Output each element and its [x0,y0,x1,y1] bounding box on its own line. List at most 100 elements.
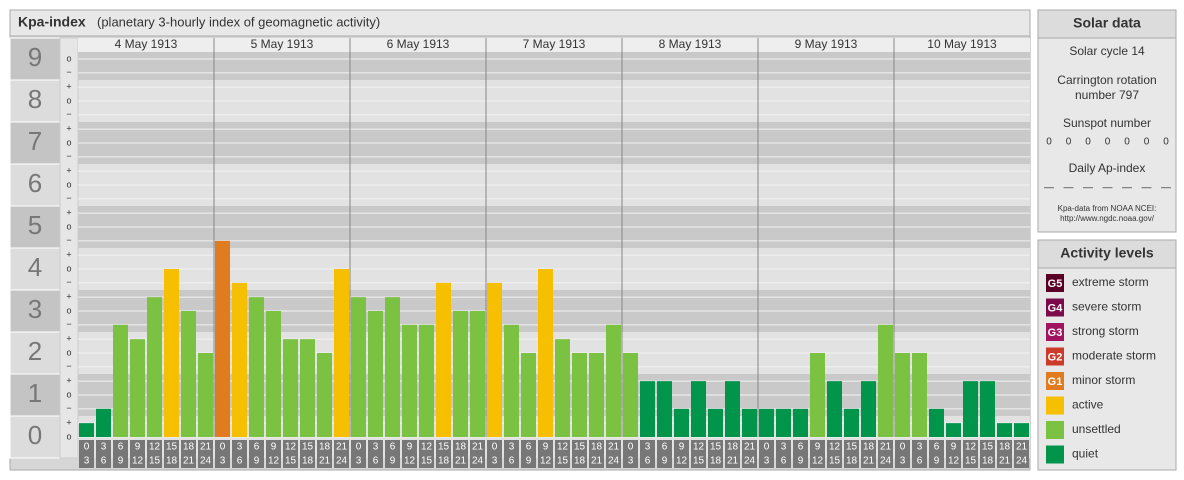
bar [793,408,808,437]
time-slot-to: 3 [492,456,498,467]
time-slot-from: 21 [336,442,348,453]
level-name: active [1072,398,1104,412]
time-slot [878,440,893,468]
time-slot-from: 0 [220,442,226,453]
time-slot [674,440,689,468]
bar [963,381,978,437]
bar [759,408,774,437]
time-slot [130,440,145,468]
time-slot-to: 24 [608,456,620,467]
level-name: extreme storm [1072,275,1149,289]
time-slot-from: 18 [727,442,739,453]
time-slot-from: 18 [591,442,603,453]
time-slot-from: 21 [880,442,892,453]
y-tick-label: − [66,277,71,287]
time-slot-to: 18 [846,456,858,467]
bar [300,339,315,437]
y-tick-label: + [66,124,71,134]
bar [572,353,587,437]
source: Kpa-data from NOAA NCEI: [1058,204,1157,213]
time-slot-from: 9 [543,442,549,453]
time-slot [521,440,536,468]
time-slot [691,440,706,468]
time-slot [963,440,978,468]
time-slot-from: 6 [118,442,124,453]
time-slot-from: 6 [798,442,804,453]
time-slot-from: 9 [679,442,685,453]
level-name: moderate storm [1072,349,1156,363]
y-tick-label: − [66,319,71,329]
time-slot [164,440,179,468]
level-swatch [1046,298,1064,317]
bar [810,353,825,437]
time-slot-from: 18 [455,442,467,453]
ap-label: Daily Ap-index [1069,161,1146,175]
date-label: 6 May 1913 [387,37,450,51]
y-tick-label: o [66,305,71,315]
y-tick-label: + [66,292,71,302]
time-slot-to: 15 [965,456,977,467]
level-name: quiet [1072,447,1099,461]
bar [555,339,570,437]
level-cell [9,331,61,375]
y-tick-label: o [66,431,71,441]
time-slot-from: 0 [900,442,906,453]
time-slot-from: 12 [421,442,433,453]
date-label: 8 May 1913 [659,37,722,51]
bar [674,408,689,437]
time-slot-to: 24 [336,456,348,467]
time-slot-to: 24 [1016,456,1028,467]
time-slot-to: 9 [798,456,804,467]
time-slot [198,440,213,468]
level-badge: G2 [1048,351,1063,363]
time-slot-to: 12 [540,456,552,467]
y-tick-label: o [66,179,71,189]
solar-value: — [1142,183,1152,194]
solar-value: — [1083,183,1093,194]
time-slot-to: 18 [302,456,314,467]
level-swatch [1046,323,1064,341]
date-header [214,38,350,52]
time-slot [742,440,757,468]
time-slot-to: 21 [183,456,195,467]
time-slot [640,440,655,468]
time-slot [147,440,162,468]
solar-value: — [1122,183,1132,194]
time-slot [96,440,111,468]
time-slot-from: 12 [965,442,977,453]
bar [878,324,893,437]
level-swatch [1046,421,1064,439]
level-name: strong storm [1072,324,1139,338]
time-slot [181,440,196,468]
bar [912,353,927,437]
bar [317,353,332,437]
time-slot-from: 6 [254,442,260,453]
title-bar [9,9,1031,37]
y-tick-label: o [66,221,71,231]
level-cell [9,289,61,333]
y-tick-label: o [66,263,71,273]
bar [742,408,757,437]
y-tick-label: − [66,151,71,161]
time-slot-from: 21 [1016,442,1028,453]
level-name: severe storm [1072,300,1141,314]
time-slot [946,440,961,468]
bar [997,423,1012,437]
y-tick-label: o [66,53,71,63]
level-swatch [1046,372,1064,390]
bar [504,324,519,437]
time-slot-from: 6 [662,442,668,453]
time-slot-to: 21 [455,456,467,467]
time-slot-to: 6 [781,456,787,467]
time-slot-to: 6 [373,456,379,467]
time-slot-from: 6 [526,442,532,453]
y-tick-label: − [66,67,71,77]
source: http://www.ngdc.noaa.gov/ [1060,214,1155,223]
time-slot-from: 18 [863,442,875,453]
bar [96,408,111,437]
bar [895,353,910,437]
date-header [622,38,758,52]
date-label: 5 May 1913 [251,37,314,51]
level-badge: G3 [1048,327,1063,339]
sunspot-label: Sunspot number [1063,116,1151,130]
